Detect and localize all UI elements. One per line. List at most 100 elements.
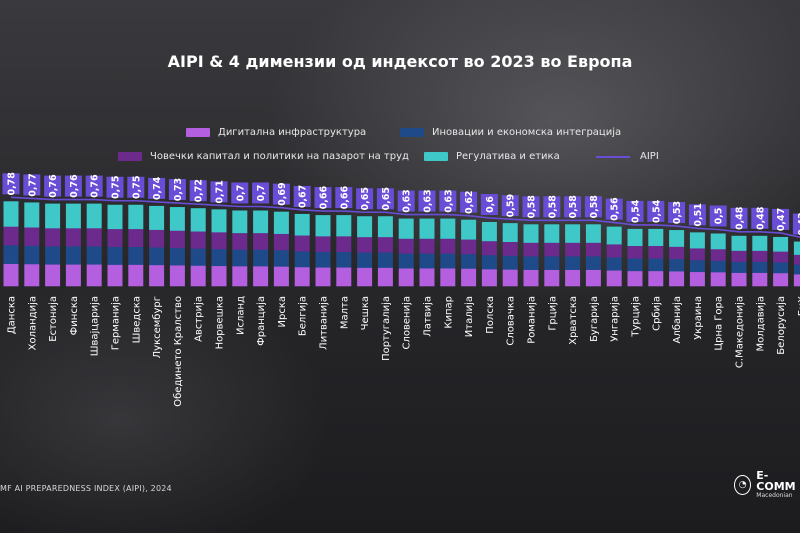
bar-segment-innovation-36 xyxy=(731,261,747,274)
value-label-5: 0,76 xyxy=(90,174,101,198)
bar-segment-human-10 xyxy=(190,231,206,249)
value-label-36: 0,48 xyxy=(735,206,746,230)
value-label-20: 0,63 xyxy=(402,189,413,212)
bar-segment-innovation-24 xyxy=(481,255,497,270)
bar-segment-human-16 xyxy=(315,236,331,253)
bar-segment-regulation-18 xyxy=(357,216,373,238)
bar-segment-digital-7 xyxy=(128,264,144,287)
value-label-bg-13 xyxy=(252,182,270,204)
bar-segment-digital-30 xyxy=(606,270,622,287)
legend-aipi: AIPI xyxy=(596,151,659,162)
bar-segment-regulation-38 xyxy=(773,236,789,252)
legend-swatch-aipi xyxy=(596,155,630,158)
bar-segment-human-29 xyxy=(585,242,601,257)
value-label-6: 0,75 xyxy=(111,176,122,199)
category-label-24: Полска xyxy=(485,296,496,334)
value-label-bg-9 xyxy=(168,179,186,201)
category-label-33: Албанија xyxy=(671,296,683,343)
value-label-18: 0,65 xyxy=(360,187,371,210)
bar-segment-innovation-8 xyxy=(149,247,165,266)
value-label-bg-14 xyxy=(272,183,290,205)
bar-segment-human-37 xyxy=(752,250,768,263)
legend-label-human: Човечки капитал и политики на пазарот на… xyxy=(150,151,409,162)
bar-segment-innovation-7 xyxy=(128,247,144,266)
value-label-bg-35 xyxy=(709,205,727,227)
value-label-bg-24 xyxy=(480,194,498,215)
bar-segment-innovation-31 xyxy=(627,258,643,272)
value-label-bg-36 xyxy=(730,207,748,229)
bar-segment-human-34 xyxy=(689,248,705,261)
bar-segment-regulation-9 xyxy=(169,207,185,232)
bar-segment-regulation-20 xyxy=(398,218,414,240)
bar-segment-digital-1 xyxy=(3,263,19,287)
legend-label-aipi: AIPI xyxy=(640,151,659,162)
value-label-1: 0,78 xyxy=(7,172,18,196)
value-label-38: 0,47 xyxy=(776,208,787,231)
bar-segment-human-19 xyxy=(377,237,393,253)
bar-segment-regulation-3 xyxy=(45,203,61,229)
bar-segment-innovation-5 xyxy=(86,246,102,265)
bar-segment-digital-24 xyxy=(481,269,497,287)
value-label-39: 0,43 xyxy=(797,212,800,235)
bar-segment-innovation-20 xyxy=(398,253,414,269)
legend-human: Човечки капитал и политики на пазарот на… xyxy=(118,151,409,162)
category-label-12: Исланд xyxy=(235,296,246,335)
value-label-bg-18 xyxy=(356,188,374,210)
bar-segment-regulation-12 xyxy=(232,210,248,234)
bar-segment-digital-26 xyxy=(523,269,539,287)
bar-segment-digital-6 xyxy=(107,264,123,287)
bar-segment-human-26 xyxy=(523,242,539,257)
bar-segment-human-20 xyxy=(398,238,414,254)
bar-segment-digital-37 xyxy=(752,272,768,287)
value-label-35: 0,5 xyxy=(714,208,725,225)
category-label-32: Србија xyxy=(650,296,662,331)
value-label-2: 0,77 xyxy=(27,173,38,196)
bar-segment-regulation-7 xyxy=(128,204,144,230)
bar-segment-innovation-4 xyxy=(65,246,81,265)
value-label-17: 0,66 xyxy=(339,185,350,209)
value-label-4: 0,76 xyxy=(69,174,80,198)
bar-segment-digital-14 xyxy=(273,266,289,287)
bar-segment-digital-20 xyxy=(398,268,414,287)
value-label-bg-19 xyxy=(376,188,394,210)
bar-segment-regulation-36 xyxy=(731,235,747,252)
bar-segment-innovation-15 xyxy=(294,251,310,268)
bar-segment-regulation-1 xyxy=(3,201,19,228)
value-label-7: 0,75 xyxy=(131,176,142,199)
bar-segment-digital-34 xyxy=(689,272,705,287)
bar-segment-regulation-16 xyxy=(315,215,331,237)
bar-segment-innovation-17 xyxy=(336,251,352,268)
bar-segment-human-28 xyxy=(565,242,581,257)
value-label-bg-33 xyxy=(668,202,686,224)
bar-segment-human-8 xyxy=(149,229,165,248)
value-label-15: 0,67 xyxy=(298,185,309,208)
value-label-bg-8 xyxy=(148,177,166,199)
bar-segment-innovation-34 xyxy=(689,260,705,273)
legend-digital: Дигитална инфраструктура xyxy=(186,127,366,138)
bar-segment-regulation-29 xyxy=(585,224,601,244)
bar-segment-digital-4 xyxy=(65,264,81,287)
value-label-11: 0,71 xyxy=(215,180,226,203)
bar-segment-regulation-32 xyxy=(648,228,664,247)
legend-label-innovation: Иновации и економска интеграција xyxy=(432,127,622,138)
value-label-10: 0,72 xyxy=(194,179,205,202)
category-label-4: Финска xyxy=(69,296,80,335)
bar-segment-regulation-31 xyxy=(627,228,643,247)
value-label-bg-4 xyxy=(64,175,82,197)
logo-subtitle: Macedonian xyxy=(756,492,793,499)
bar-segment-regulation-10 xyxy=(190,208,206,232)
category-label-39: БиХ xyxy=(797,296,800,316)
value-label-bg-28 xyxy=(564,196,582,218)
bar-segment-human-6 xyxy=(107,229,123,248)
bar-segment-innovation-13 xyxy=(253,249,269,267)
value-label-12: 0,7 xyxy=(235,185,246,202)
logo-name: E-COMM xyxy=(756,469,796,493)
category-label-18: Чешка xyxy=(360,296,371,330)
bar-segment-digital-5 xyxy=(86,264,102,287)
bar-segment-digital-23 xyxy=(461,268,477,287)
bar-segment-digital-29 xyxy=(585,269,601,287)
bar-segment-human-9 xyxy=(169,230,185,249)
value-label-30: 0,56 xyxy=(610,197,621,221)
bar-segment-human-18 xyxy=(357,237,373,253)
bar-segment-regulation-34 xyxy=(689,232,705,249)
